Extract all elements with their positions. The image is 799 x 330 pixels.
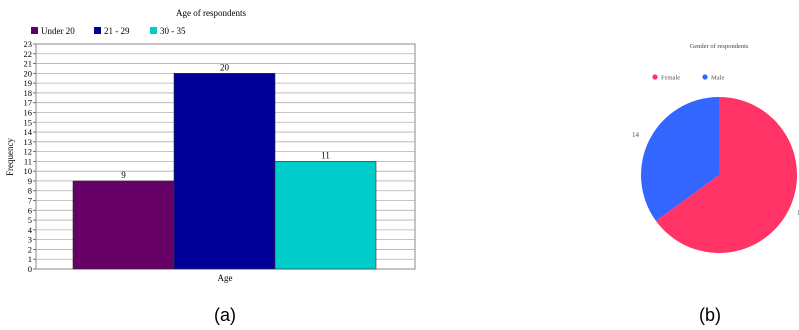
y-tick-label: 16 [24,107,33,117]
pie-legend: Female Male [652,74,724,82]
legend-label: Under 20 [41,26,75,36]
y-tick-label: 6 [28,205,32,215]
pie-slice-female [655,97,797,253]
legend-label: 21 - 29 [104,26,130,36]
bar-data-label: 20 [220,62,230,72]
bar-21-29 [173,73,276,270]
y-tick-label: 1 [28,254,32,264]
panel-label-b: (b) [699,305,721,325]
bar-legend: Under 20 21 - 29 30 - 35 [31,26,186,36]
pie-legend-swatch [702,74,708,80]
y-tick-label: 7 [28,196,32,206]
bar-data-label: 9 [121,170,126,180]
y-tick-label: 23 [24,39,33,49]
pie-legend-label: Female [661,75,680,82]
y-tick-label: 19 [24,78,33,88]
pie-data-label-female: 1 [797,209,799,217]
y-tick-label: 2 [28,244,32,254]
pie-legend-swatch [652,74,658,80]
y-tick-label: 21 [24,59,33,69]
y-tick-label: 13 [24,137,33,147]
y-tick-label: 4 [28,225,33,235]
y-tick-label: 10 [24,166,33,176]
bar-chart: Age of respondents Under 20 21 - 29 30 - 3… [5,8,416,325]
legend-swatch [94,27,101,34]
bar-chart-title: Age of respondents [176,8,246,18]
y-tick-label: 15 [24,117,33,127]
y-tick-label: 17 [24,98,33,108]
bar-data-labels: 9 20 11 [121,62,330,180]
panel-label-a: (a) [214,305,236,325]
pie-chart: Gender of respondents Female Male 1 14 (b) [632,43,799,325]
pie-slice-male [640,97,719,221]
legend-swatch [31,27,38,34]
y-tick-label: 5 [28,215,32,225]
y-tick-label: 14 [24,127,33,137]
x-axis-label: Age [218,273,233,283]
y-tick-label: 0 [28,264,32,274]
bar-30-35 [274,161,377,270]
pie-data-label-male: 14 [632,131,640,139]
pie-chart-title: Gender of respondents [690,43,749,50]
pie-slices [640,97,797,253]
legend-swatch [150,27,157,34]
pie-legend-label: Male [711,75,724,82]
y-tick-label: 9 [28,176,32,186]
y-tick-label: 11 [24,156,32,166]
y-tick-label: 18 [24,88,33,98]
y-tick-label: 12 [24,147,33,157]
legend-label: 30 - 35 [160,26,186,36]
y-tick-label: 3 [28,235,32,245]
y-tick-label: 8 [28,186,32,196]
bar-data-label: 11 [321,150,330,160]
bar-bars [72,73,377,270]
pie-data-labels: 1 14 [632,131,799,217]
y-tick-label: 20 [24,68,33,78]
y-tick-label: 22 [24,49,33,59]
bar-under20 [72,180,175,270]
y-axis-label: Frequency [5,138,15,176]
